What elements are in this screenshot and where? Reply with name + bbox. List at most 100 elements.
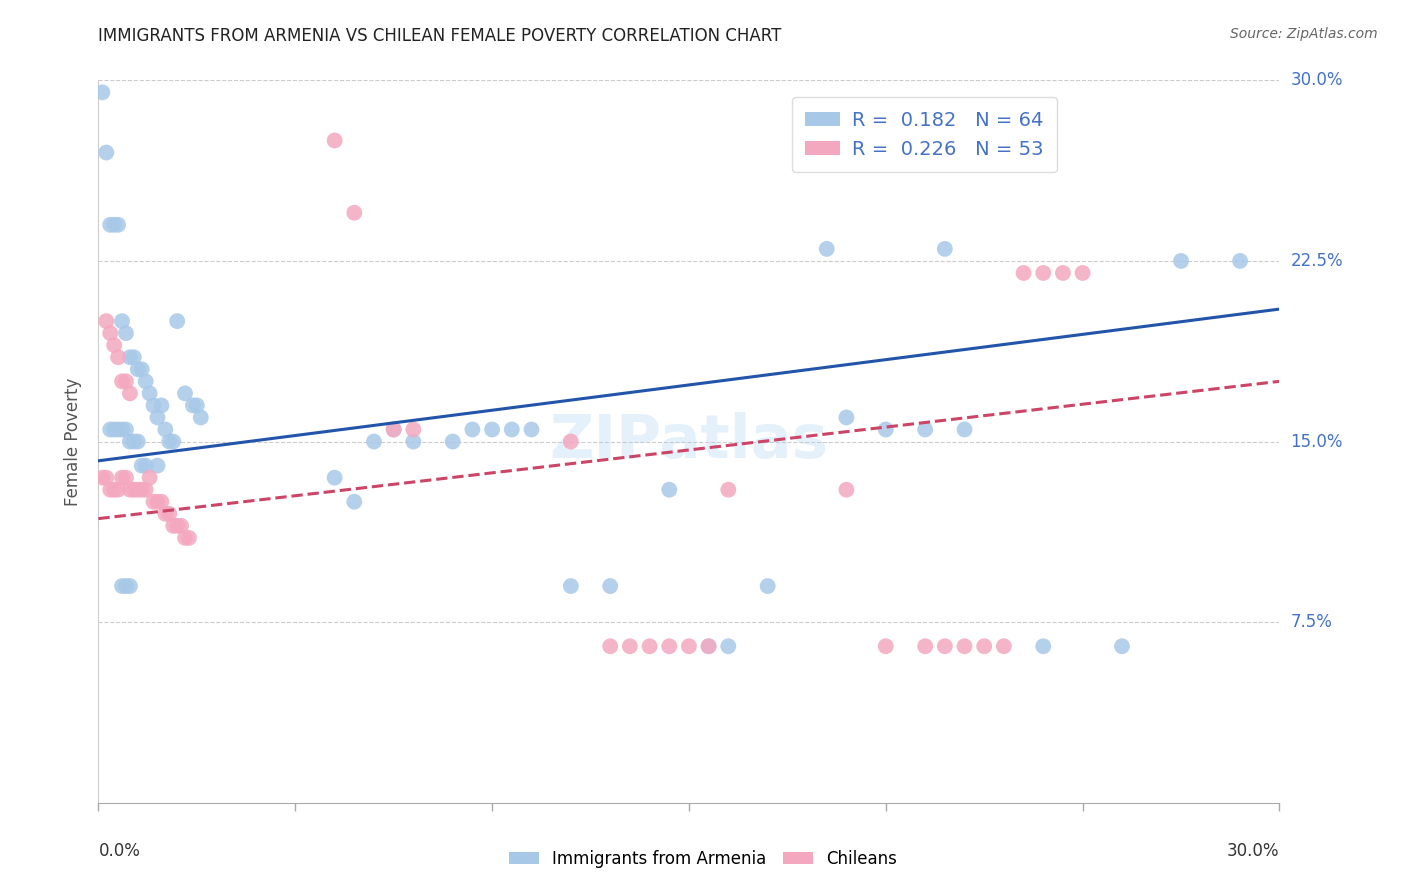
Point xyxy=(138,386,160,401)
Point xyxy=(501,422,523,436)
Point xyxy=(98,218,121,232)
Point xyxy=(107,350,129,364)
Point xyxy=(111,470,134,484)
Point xyxy=(934,639,956,653)
Point xyxy=(138,470,160,484)
Point xyxy=(155,422,177,436)
Point xyxy=(155,507,177,521)
Point xyxy=(599,639,621,653)
Point xyxy=(1229,253,1251,268)
Point xyxy=(142,398,165,412)
Point xyxy=(174,386,197,401)
Point xyxy=(323,470,346,484)
Point xyxy=(131,483,153,497)
Text: IMMIGRANTS FROM ARMENIA VS CHILEAN FEMALE POVERTY CORRELATION CHART: IMMIGRANTS FROM ARMENIA VS CHILEAN FEMAL… xyxy=(98,27,782,45)
Point xyxy=(166,518,188,533)
Point xyxy=(98,483,121,497)
Point xyxy=(131,362,153,376)
Text: 30.0%: 30.0% xyxy=(1291,71,1343,89)
Point xyxy=(122,350,145,364)
Point xyxy=(103,338,125,352)
Point xyxy=(115,470,138,484)
Legend: Immigrants from Armenia, Chileans: Immigrants from Armenia, Chileans xyxy=(502,844,904,875)
Point xyxy=(118,483,141,497)
Point xyxy=(1032,266,1054,280)
Point xyxy=(103,422,125,436)
Point xyxy=(118,386,141,401)
Text: 0.0%: 0.0% xyxy=(98,842,141,860)
Point xyxy=(91,470,114,484)
Point xyxy=(441,434,464,449)
Point xyxy=(174,531,197,545)
Point xyxy=(323,133,346,147)
Text: Source: ZipAtlas.com: Source: ZipAtlas.com xyxy=(1230,27,1378,41)
Point xyxy=(1111,639,1133,653)
Point xyxy=(481,422,503,436)
Point xyxy=(402,434,425,449)
Point xyxy=(934,242,956,256)
Point xyxy=(146,410,169,425)
Text: ZIPatlas: ZIPatlas xyxy=(550,412,828,471)
Point xyxy=(181,398,204,412)
Text: 22.5%: 22.5% xyxy=(1291,252,1343,270)
Point xyxy=(98,422,121,436)
Point xyxy=(343,205,366,219)
Point xyxy=(162,434,184,449)
Point xyxy=(953,422,976,436)
Point xyxy=(190,410,212,425)
Point xyxy=(461,422,484,436)
Point xyxy=(135,458,157,473)
Point xyxy=(177,531,200,545)
Point xyxy=(560,579,582,593)
Point xyxy=(115,326,138,340)
Point xyxy=(1071,266,1094,280)
Point xyxy=(815,242,838,256)
Point xyxy=(146,494,169,508)
Point xyxy=(135,374,157,388)
Point xyxy=(697,639,720,653)
Point xyxy=(658,639,681,653)
Point xyxy=(658,483,681,497)
Point xyxy=(107,218,129,232)
Y-axis label: Female Poverty: Female Poverty xyxy=(65,377,83,506)
Point xyxy=(115,422,138,436)
Point xyxy=(127,434,149,449)
Point xyxy=(382,422,405,436)
Point xyxy=(402,422,425,436)
Point xyxy=(103,218,125,232)
Point xyxy=(103,483,125,497)
Point xyxy=(973,639,995,653)
Point xyxy=(678,639,700,653)
Point xyxy=(96,145,118,160)
Point xyxy=(118,350,141,364)
Point xyxy=(619,639,641,653)
Point xyxy=(1052,266,1074,280)
Point xyxy=(127,362,149,376)
Point xyxy=(914,639,936,653)
Point xyxy=(135,483,157,497)
Point xyxy=(157,434,180,449)
Point xyxy=(166,314,188,328)
Point xyxy=(157,507,180,521)
Text: 15.0%: 15.0% xyxy=(1291,433,1343,450)
Point xyxy=(118,579,141,593)
Point xyxy=(118,434,141,449)
Point xyxy=(98,326,121,340)
Point xyxy=(875,639,897,653)
Point xyxy=(107,483,129,497)
Point xyxy=(1032,639,1054,653)
Point xyxy=(1170,253,1192,268)
Point xyxy=(150,398,173,412)
Point xyxy=(186,398,208,412)
Point xyxy=(697,639,720,653)
Point xyxy=(111,422,134,436)
Point xyxy=(875,422,897,436)
Point xyxy=(107,422,129,436)
Point xyxy=(146,458,169,473)
Point xyxy=(111,374,134,388)
Point xyxy=(142,494,165,508)
Point xyxy=(96,314,118,328)
Point xyxy=(162,518,184,533)
Point xyxy=(993,639,1015,653)
Point xyxy=(122,483,145,497)
